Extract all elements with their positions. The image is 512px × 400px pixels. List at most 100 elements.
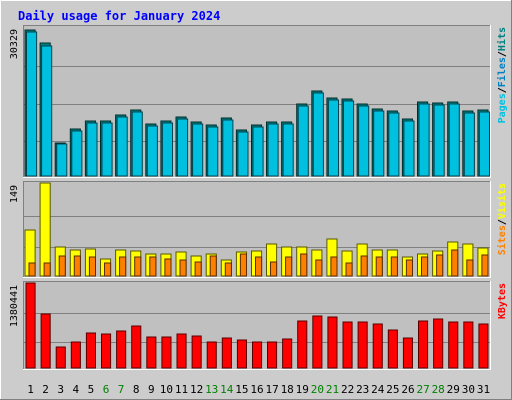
ymax-label: 30329 [9, 29, 20, 59]
bar-sites-day-1 [28, 262, 36, 277]
bar-kbytes-day-31 [478, 323, 489, 369]
axis-legend: KBytes [497, 283, 508, 319]
legend-entry: Pages [497, 93, 508, 123]
x-tick-day-18: 18 [281, 383, 294, 396]
bar-kbytes-day-29 [448, 321, 459, 369]
bar-sites-day-4 [73, 255, 81, 277]
legend-entry: Visits [496, 183, 508, 219]
bar-files-day-22 [343, 100, 355, 177]
bar-sites-day-2 [43, 262, 51, 277]
bar-files-day-29 [448, 103, 460, 177]
bar-kbytes-day-20 [312, 315, 323, 369]
bar-sites-day-26 [405, 259, 413, 277]
ymax-label: 149 [9, 185, 20, 203]
legend-entry: Hits [496, 27, 508, 51]
x-tick-day-29: 29 [447, 383, 460, 396]
bar-sites-day-29 [451, 249, 459, 277]
axis-legend: Pages/Files/Hits [496, 27, 508, 123]
bar-files-day-30 [463, 112, 475, 177]
x-tick-day-21: 21 [326, 383, 339, 396]
x-tick-day-5: 5 [88, 383, 95, 396]
bar-files-day-31 [478, 111, 490, 177]
x-tick-day-26: 26 [401, 383, 414, 396]
bar-files-day-1 [26, 31, 38, 177]
bar-sites-day-15 [239, 253, 247, 277]
x-tick-day-4: 4 [72, 383, 79, 396]
bar-sites-day-9 [149, 256, 157, 277]
bar-kbytes-day-24 [372, 323, 383, 369]
x-tick-day-7: 7 [118, 383, 125, 396]
bar-kbytes-day-1 [25, 282, 36, 369]
x-tick-day-25: 25 [386, 383, 399, 396]
bar-files-day-15 [237, 131, 249, 177]
bar-files-day-12 [192, 123, 204, 177]
x-tick-day-1: 1 [27, 383, 34, 396]
bar-files-day-3 [56, 143, 68, 177]
bar-files-day-27 [418, 103, 430, 177]
bar-kbytes-day-21 [327, 316, 338, 369]
x-tick-day-28: 28 [432, 383, 445, 396]
legend-entry: Sites [496, 225, 508, 255]
bar-files-day-28 [433, 104, 445, 177]
bar-kbytes-day-6 [101, 333, 112, 369]
bar-sites-day-22 [345, 262, 353, 277]
x-tick-day-3: 3 [57, 383, 64, 396]
bar-visits-day-2 [39, 182, 51, 277]
bar-files-day-16 [252, 126, 264, 177]
bar-sites-day-16 [255, 256, 263, 277]
legend-entry: / [497, 219, 508, 225]
bar-kbytes-day-26 [402, 337, 413, 369]
bar-kbytes-day-22 [342, 321, 353, 369]
bar-kbytes-day-19 [297, 320, 308, 369]
bar-sites-day-7 [119, 256, 127, 277]
bar-sites-day-6 [104, 262, 112, 277]
bar-files-day-18 [282, 123, 294, 177]
bar-sites-day-24 [375, 256, 383, 277]
bar-kbytes-day-10 [161, 336, 172, 369]
x-tick-day-9: 9 [148, 383, 155, 396]
bar-kbytes-day-16 [252, 341, 263, 369]
x-tick-day-6: 6 [103, 383, 110, 396]
x-tick-day-30: 30 [462, 383, 475, 396]
bar-sites-day-8 [134, 256, 142, 277]
ymax-label: 1380441 [9, 285, 20, 327]
bar-files-day-10 [161, 122, 173, 177]
bar-sites-day-12 [194, 261, 202, 277]
bar-sites-day-18 [285, 256, 293, 277]
bar-sites-day-17 [270, 261, 278, 277]
bar-sites-day-31 [481, 254, 489, 277]
bar-kbytes-day-14 [221, 337, 232, 369]
bar-kbytes-day-7 [116, 330, 127, 369]
bar-files-day-20 [312, 92, 324, 177]
x-tick-day-24: 24 [371, 383, 385, 396]
bar-kbytes-day-3 [55, 346, 66, 369]
bar-files-day-24 [373, 110, 385, 177]
legend-entry: KBytes [497, 283, 508, 319]
x-tick-day-20: 20 [311, 383, 324, 396]
bar-files-day-23 [358, 105, 370, 177]
bar-sites-day-23 [360, 255, 368, 277]
bar-sites-day-3 [58, 255, 66, 277]
bar-files-day-21 [327, 99, 339, 177]
bar-files-day-7 [116, 116, 128, 177]
bar-files-day-8 [131, 111, 143, 177]
bar-sites-day-27 [421, 256, 429, 277]
bar-sites-day-5 [88, 256, 97, 277]
x-tick-day-31: 31 [477, 383, 490, 396]
x-tick-day-15: 15 [235, 383, 248, 396]
bar-files-day-11 [177, 118, 189, 177]
bar-kbytes-day-9 [146, 336, 157, 369]
x-tick-day-27: 27 [416, 383, 429, 396]
axis-legend: Sites/Visits [496, 183, 508, 255]
x-tick-day-10: 10 [160, 383, 173, 396]
bar-files-day-19 [297, 105, 309, 177]
x-tick-day-8: 8 [133, 383, 140, 396]
bar-kbytes-day-27 [418, 320, 429, 369]
bar-sites-day-30 [466, 259, 474, 277]
x-tick-day-13: 13 [205, 383, 218, 396]
chart-title: Daily usage for January 2024 [18, 9, 220, 23]
bar-files-day-5 [86, 122, 98, 177]
bar-sites-day-11 [179, 259, 187, 277]
x-tick-day-23: 23 [356, 383, 369, 396]
bar-files-day-4 [71, 130, 83, 177]
